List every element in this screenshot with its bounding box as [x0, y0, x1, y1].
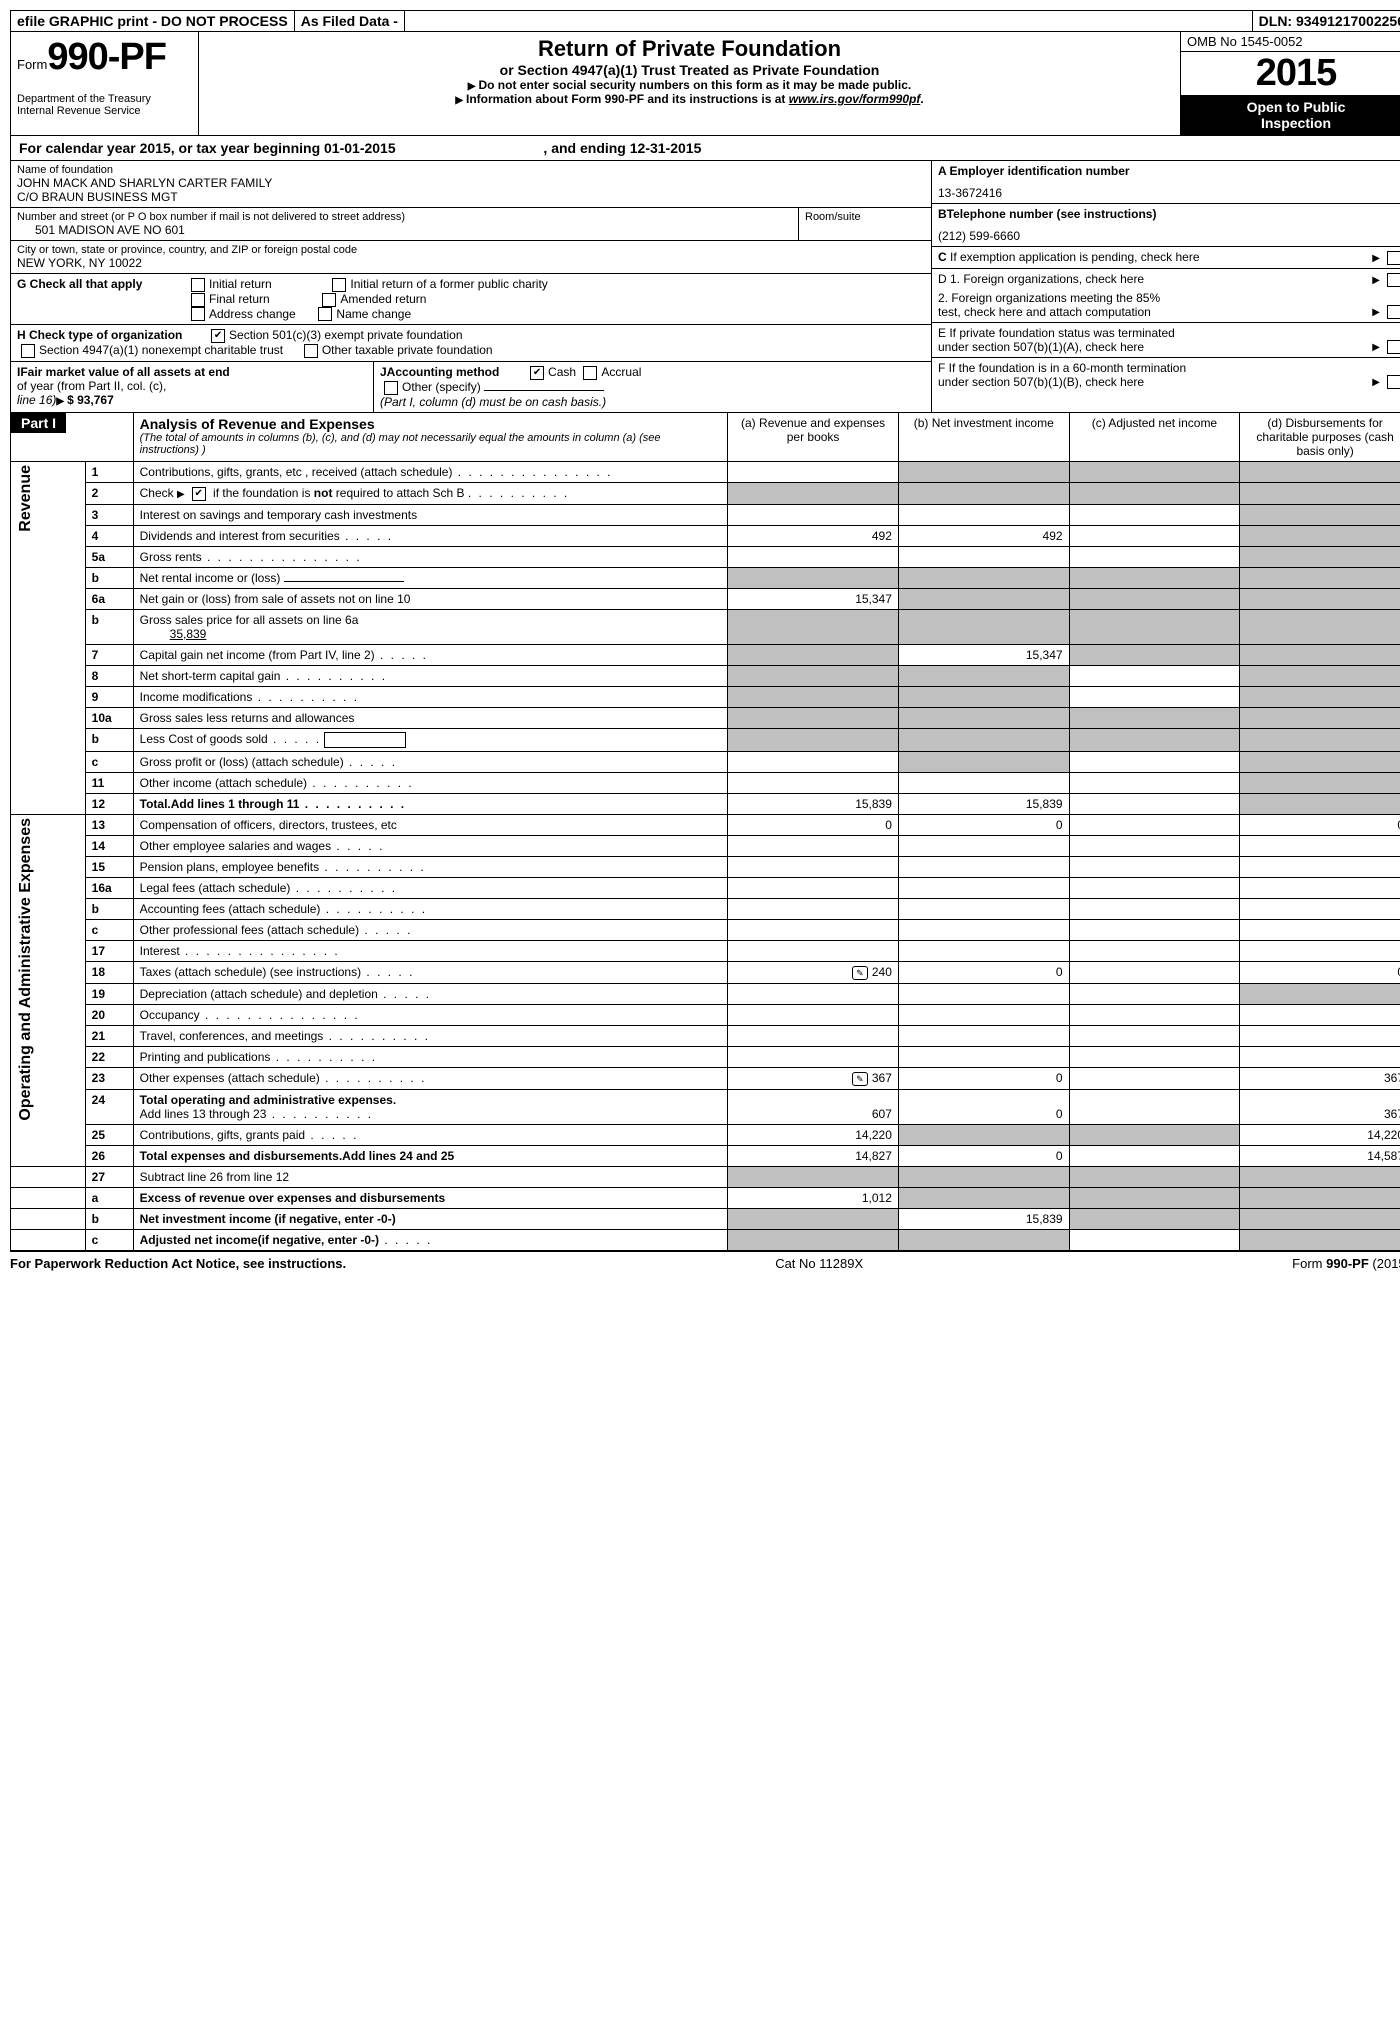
chk-accrual[interactable]	[583, 366, 597, 380]
fmv-value: $ 93,767	[67, 393, 114, 407]
section-ij: IFair market value of all assets at end …	[11, 362, 931, 412]
city-label: City or town, state or province, country…	[17, 244, 925, 256]
left-info: Name of foundation JOHN MACK AND SHARLYN…	[11, 161, 931, 412]
open-public: Open to PublicInspection	[1181, 95, 1400, 135]
chk-d2[interactable]	[1387, 305, 1400, 319]
room-label: Room/suite	[805, 211, 925, 223]
tax-year: 2015	[1181, 52, 1400, 95]
footer: For Paperwork Reduction Act Notice, see …	[10, 1252, 1400, 1271]
top-bar: efile GRAPHIC print - DO NOT PROCESS As …	[11, 11, 1400, 32]
chk-c[interactable]	[1387, 251, 1400, 265]
chk-other-tax[interactable]	[304, 344, 318, 358]
title-block: Return of Private Foundation or Section …	[199, 32, 1180, 135]
footer-right: Form 990-PF (2015)	[1292, 1256, 1400, 1271]
form-subtitle: or Section 4947(a)(1) Trust Treated as P…	[205, 62, 1174, 78]
section-f: F If the foundation is in a 60-month ter…	[932, 358, 1400, 392]
chk-e[interactable]	[1387, 340, 1400, 354]
dln-cell: DLN: 93491217002256	[1252, 11, 1400, 31]
asfiled-label: As Filed Data -	[295, 11, 405, 31]
footer-mid: Cat No 11289X	[775, 1256, 863, 1271]
name-label: Name of foundation	[17, 164, 925, 176]
section-c: C If exemption application is pending, c…	[932, 247, 1400, 269]
section-h: H Check type of organization ✔Section 50…	[11, 325, 931, 362]
dln-label: DLN:	[1259, 13, 1292, 29]
chk-d1[interactable]	[1387, 273, 1400, 287]
section-a: A Employer identification number 13-3672…	[932, 161, 1400, 204]
info-block: Name of foundation JOHN MACK AND SHARLYN…	[11, 161, 1400, 412]
part1-table: Part I Analysis of Revenue and Expenses …	[11, 412, 1400, 1251]
topbar-spacer	[405, 11, 1252, 31]
section-g: G Check all that apply Initial return In…	[11, 274, 931, 325]
irs-link[interactable]: www.irs.gov/form990pf	[789, 92, 921, 106]
addr-label: Number and street (or P O box number if …	[17, 211, 792, 223]
attach-icon-2[interactable]: ✎	[852, 1072, 868, 1086]
foundation-name1: JOHN MACK AND SHARLYN CARTER FAMILY	[17, 176, 925, 190]
warning-2: Information about Form 990-PF and its in…	[205, 92, 1174, 106]
chk-initial-former[interactable]	[332, 278, 346, 292]
foundation-addr: 501 MADISON AVE NO 601	[17, 223, 792, 237]
expenses-sidelabel: Operating and Administrative Expenses	[17, 818, 35, 1121]
section-b: BTelephone number (see instructions) (21…	[932, 204, 1400, 247]
attach-icon[interactable]: ✎	[852, 966, 868, 980]
dln-value: 93491217002256	[1296, 13, 1400, 29]
foundation-name2: C/O BRAUN BUSINESS MGT	[17, 190, 925, 204]
chk-amended[interactable]	[322, 293, 336, 307]
chk-4947[interactable]	[21, 344, 35, 358]
revenue-sidelabel: Revenue	[17, 465, 35, 532]
form-no: 990-PF	[47, 36, 166, 78]
part1-title: Analysis of Revenue and Expenses	[140, 416, 722, 432]
chk-cash[interactable]: ✔	[530, 366, 544, 380]
section-e: E If private foundation status was termi…	[932, 323, 1400, 358]
right-info: A Employer identification number 13-3672…	[931, 161, 1400, 412]
part1-sub: (The total of amounts in columns (b), (c…	[140, 432, 722, 456]
chk-name[interactable]	[318, 307, 332, 321]
chk-final[interactable]	[191, 293, 205, 307]
form-container: efile GRAPHIC print - DO NOT PROCESS As …	[10, 10, 1400, 1252]
calendar-row: For calendar year 2015, or tax year begi…	[11, 136, 1400, 161]
ein-value: 13-3672416	[938, 186, 1400, 200]
header-row: Form990-PF Department of the Treasury In…	[11, 32, 1400, 136]
part1-header-row: Part I Analysis of Revenue and Expenses …	[11, 412, 1400, 461]
chk-501c3[interactable]: ✔	[211, 329, 225, 343]
efile-label: efile GRAPHIC print - DO NOT PROCESS	[11, 11, 295, 31]
form-id-block: Form990-PF Department of the Treasury In…	[11, 32, 199, 135]
chk-other-method[interactable]	[384, 381, 398, 395]
footer-left: For Paperwork Reduction Act Notice, see …	[10, 1256, 346, 1271]
warning-1: Do not enter social security numbers on …	[205, 78, 1174, 92]
part1-label: Part I	[11, 413, 66, 433]
chk-schb[interactable]: ✔	[192, 487, 206, 501]
form-word: Form	[17, 57, 47, 72]
phone-value: (212) 599-6660	[938, 229, 1400, 243]
dept-line1: Department of the Treasury	[17, 93, 192, 105]
dept-line2: Internal Revenue Service	[17, 105, 192, 117]
foundation-city: NEW YORK, NY 10022	[17, 256, 925, 270]
chk-initial[interactable]	[191, 278, 205, 292]
form-title: Return of Private Foundation	[205, 36, 1174, 62]
chk-address[interactable]	[191, 307, 205, 321]
chk-f[interactable]	[1387, 375, 1400, 389]
year-block: OMB No 1545-0052 2015 Open to PublicInsp…	[1180, 32, 1400, 135]
section-d: D 1. Foreign organizations, check here 2…	[932, 269, 1400, 323]
omb-number: OMB No 1545-0052	[1181, 32, 1400, 52]
form-number: Form990-PF	[17, 36, 192, 79]
